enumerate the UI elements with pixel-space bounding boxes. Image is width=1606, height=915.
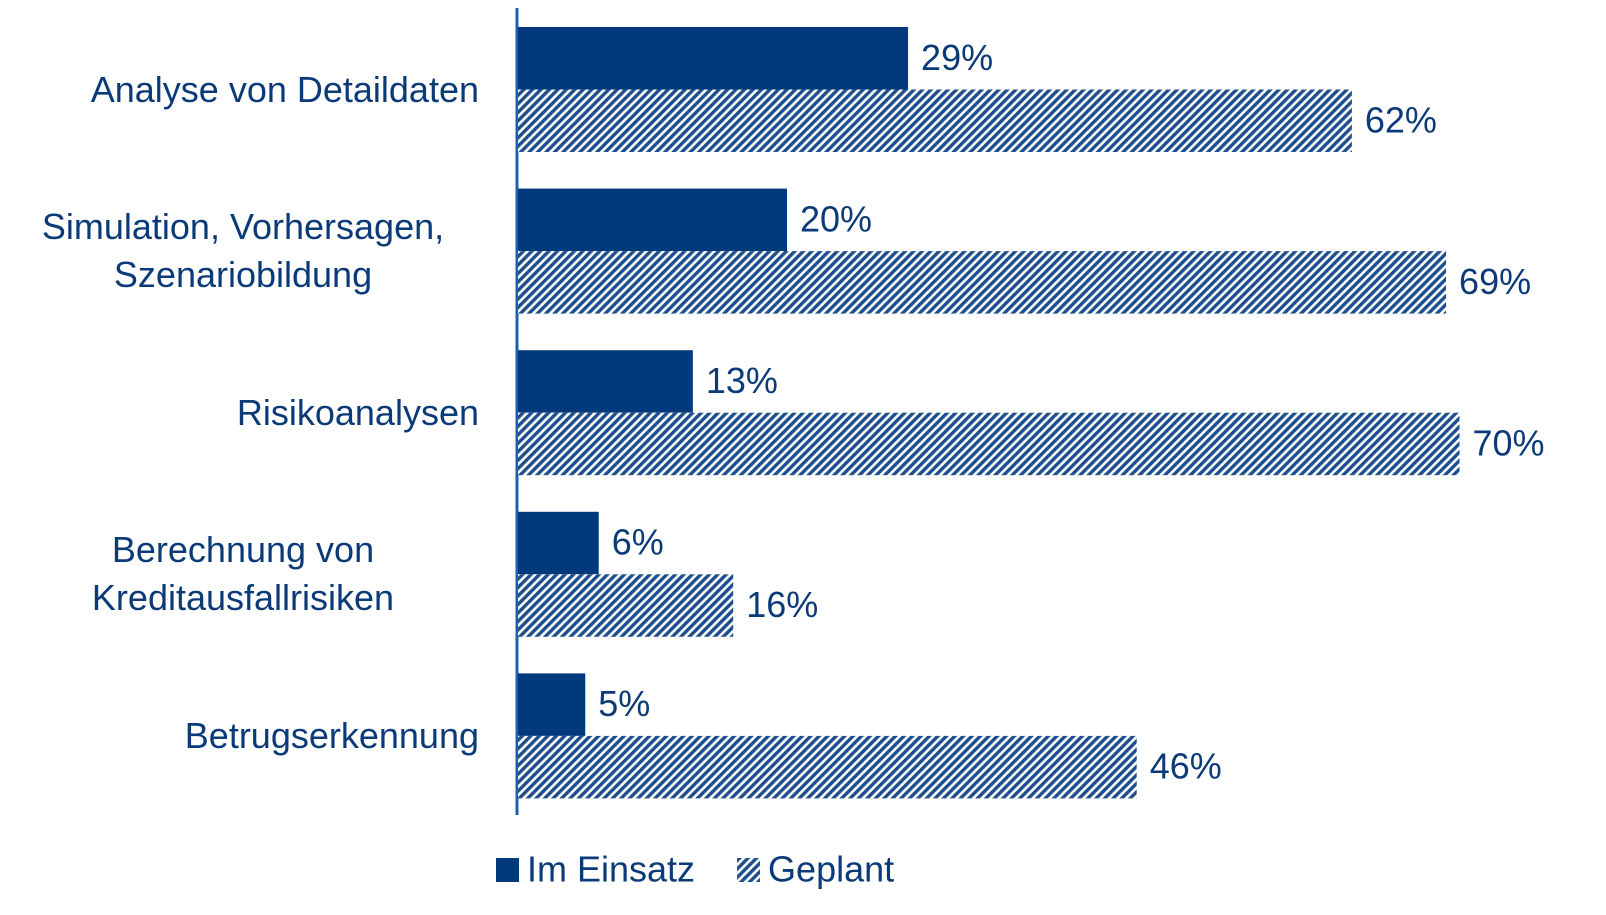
category-text: Analyse von Detaildaten xyxy=(90,68,479,110)
value-label: 20% xyxy=(800,198,872,239)
value-label: 16% xyxy=(746,584,818,625)
category-label: Berechnung von Kreditausfallrisiken xyxy=(0,526,479,622)
value-label: 6% xyxy=(612,522,664,563)
bar xyxy=(518,251,1447,314)
legend-swatch xyxy=(737,858,761,882)
value-label: 13% xyxy=(706,360,778,401)
bar xyxy=(518,27,909,90)
bar xyxy=(518,350,693,413)
value-label: 62% xyxy=(1365,99,1437,140)
bar xyxy=(518,412,1460,476)
value-label: 69% xyxy=(1459,261,1531,302)
category-label: Analyse von Detaildaten xyxy=(0,66,479,114)
category-text: Risikoanalysen xyxy=(236,391,479,433)
category-text: Betrugserkennung xyxy=(184,714,479,756)
value-label: 46% xyxy=(1150,746,1222,787)
legend-label: Im Einsatz xyxy=(527,849,695,890)
bar xyxy=(518,673,586,736)
value-label: 70% xyxy=(1473,422,1545,463)
bar xyxy=(518,735,1137,799)
legend-swatch xyxy=(496,858,519,882)
category-label: Risikoanalysen xyxy=(0,389,479,437)
category-text: Simulation, Vorhersagen, Szenariobildung xyxy=(41,206,445,296)
category-label: Betrugserkennung xyxy=(0,712,479,760)
value-label: 5% xyxy=(598,683,650,724)
bar xyxy=(518,574,734,637)
bar xyxy=(518,89,1352,152)
category-text: Berechnung von Kreditausfallrisiken xyxy=(91,529,395,619)
bar xyxy=(518,188,787,252)
category-label: Simulation, Vorhersagen, Szenariobildung xyxy=(0,203,479,299)
legend-label: Geplant xyxy=(768,849,894,890)
value-label: 29% xyxy=(921,37,993,78)
bar xyxy=(518,511,599,575)
